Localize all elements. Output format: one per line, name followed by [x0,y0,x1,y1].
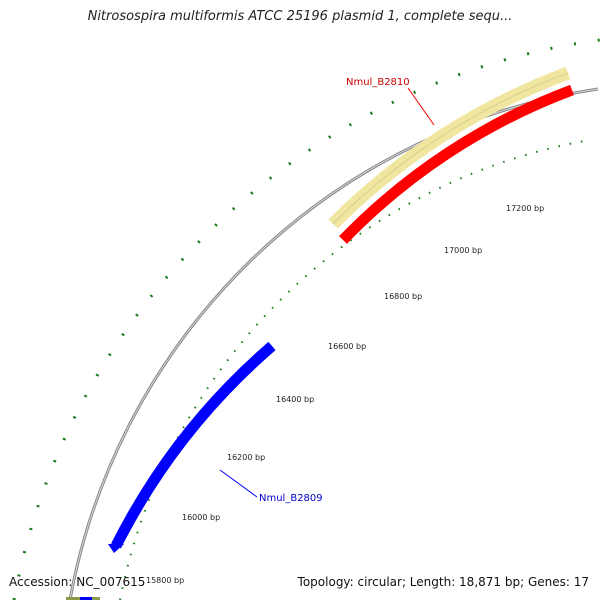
tick-label-17000: 17000 bp [444,246,482,255]
tick-label-16400: 16400 bp [276,395,314,404]
gene-label-nmul-b2810: Nmul_B2810 [346,77,410,88]
outer-tick-ring [12,38,600,600]
cds-outline [332,72,569,225]
tick-label-16000: 16000 bp [182,513,220,522]
gene-nmul-b2809-arc [111,341,276,549]
gene-nmul-b2809-leader [219,469,258,498]
tick-label-17200: 17200 bp [506,204,544,213]
tick-label-16800: 16800 bp [384,292,422,301]
tick-label-16200: 16200 bp [227,453,265,462]
accession-label: Accession: NC_007615 [9,575,146,589]
gene-label-nmul-b2809: Nmul_B2809 [259,493,323,504]
gene-nmul-b2809-arrowhead [108,544,124,553]
gene-nmul-b2810-arc [339,84,574,244]
tick-label-16600: 16600 bp [328,342,366,351]
map-title: Nitrosospira multiformis ATCC 25196 plas… [87,9,513,24]
gene-nmul-b2810-leader [407,87,435,126]
tick-label-15800: 15800 bp [146,576,184,585]
topology-summary: Topology: circular; Length: 18,871 bp; G… [297,575,589,589]
